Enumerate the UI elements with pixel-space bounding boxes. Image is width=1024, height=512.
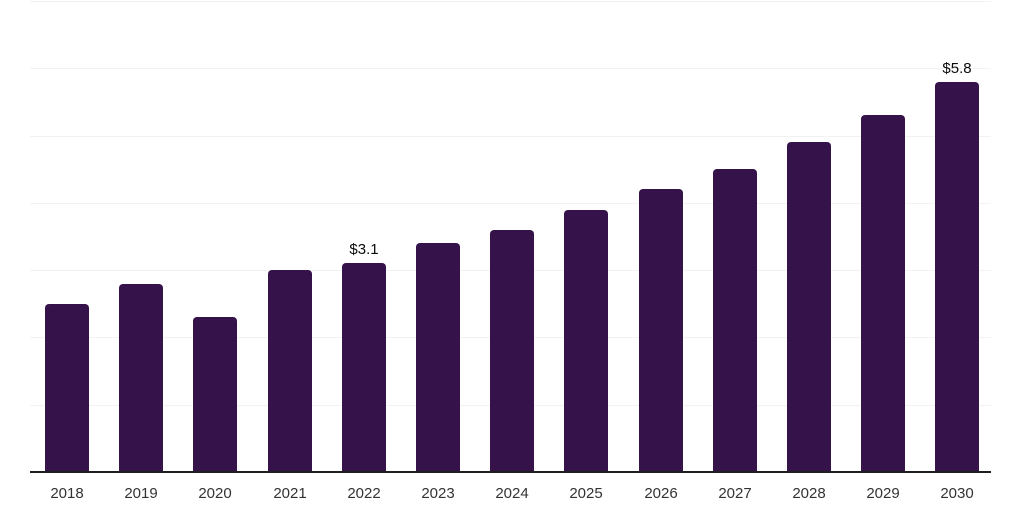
bar-2023[interactable]: [416, 243, 460, 472]
gridline: [30, 136, 991, 137]
bar-2027[interactable]: [713, 169, 757, 472]
x-tick-label: 2021: [273, 485, 307, 502]
bar-2021[interactable]: [268, 270, 312, 472]
bar-2022[interactable]: [342, 263, 386, 472]
x-tick-label: 2027: [718, 485, 752, 502]
data-label-2030: $5.8: [942, 60, 972, 77]
x-tick-label: 2026: [644, 485, 678, 502]
x-tick-label: 2025: [569, 485, 603, 502]
x-tick-label: 2018: [50, 485, 84, 502]
bar-2029[interactable]: [861, 115, 905, 472]
bar-2030[interactable]: [935, 82, 979, 472]
x-tick-label: 2029: [866, 485, 900, 502]
gridline: [30, 203, 991, 204]
bar-2028[interactable]: [787, 142, 831, 472]
gridline: [30, 1, 991, 2]
data-label-2022: $3.1: [349, 241, 379, 258]
gridline: [30, 68, 991, 69]
x-axis-line: [30, 471, 991, 473]
bar-2019[interactable]: [119, 284, 163, 472]
x-tick-label: 2019: [124, 485, 158, 502]
bar-2020[interactable]: [193, 317, 237, 472]
bar-2026[interactable]: [639, 189, 683, 472]
x-tick-label: 2028: [792, 485, 826, 502]
bar-2024[interactable]: [490, 230, 534, 472]
x-tick-label: 2020: [198, 485, 232, 502]
bar-2018[interactable]: [45, 304, 89, 472]
x-tick-label: 2022: [347, 485, 381, 502]
x-tick-label: 2030: [940, 485, 974, 502]
x-tick-label: 2024: [495, 485, 529, 502]
bar-2025[interactable]: [564, 210, 608, 472]
x-tick-label: 2023: [421, 485, 455, 502]
